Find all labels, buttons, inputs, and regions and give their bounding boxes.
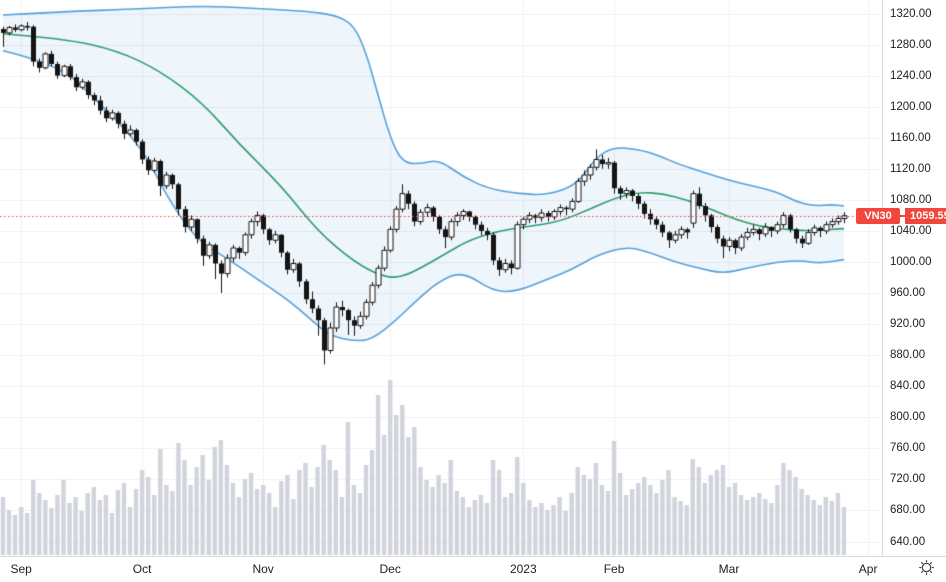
price-tick-label: 1200.00 [890,100,932,113]
time-axis[interactable]: Sep Oct Nov Dec 2023 Feb Mar Apr [0,556,946,582]
axis-settings-button[interactable] [916,560,936,580]
price-tick-label: 1320.00 [890,7,932,20]
price-axis[interactable]: 1320.00 1280.00 1240.00 1200.00 1160.00 1120.… [882,0,946,556]
price-tag-connector [899,215,905,217]
last-price-label: 1059.55 [905,208,946,224]
time-tick-label: Mar [718,562,740,576]
time-tick-label: Apr [858,562,878,576]
price-tick-label: 840.00 [890,380,926,393]
price-tick-label: 1040.00 [890,224,932,237]
time-tick-label: Feb [603,562,625,576]
price-tick-label: 1080.00 [890,193,932,206]
price-tick-label: 680.00 [890,504,926,517]
price-tick-label: 640.00 [890,535,926,548]
price-tick-label: 1240.00 [890,69,932,82]
price-tick-label: 920.00 [890,318,926,331]
gear-icon [918,559,935,581]
price-tick-label: 720.00 [890,473,926,486]
price-tick-label: 800.00 [890,411,926,424]
price-tick-label: 1280.00 [890,38,932,51]
price-tick-label: 1000.00 [890,255,932,268]
symbol-price-tag: VN30 [856,208,900,224]
price-tick-label: 760.00 [890,442,926,455]
price-tick-label: 960.00 [890,287,926,300]
time-tick-label: Sep [10,562,32,576]
time-tick-label: Oct [132,562,152,576]
time-tick-label: Nov [252,562,274,576]
time-tick-label: Dec [379,562,401,576]
price-tick-label: 1160.00 [890,131,931,144]
price-tick-label: 1120.00 [890,162,931,175]
price-tick-label: 880.00 [890,349,926,362]
time-tick-label: 2023 [509,562,537,576]
